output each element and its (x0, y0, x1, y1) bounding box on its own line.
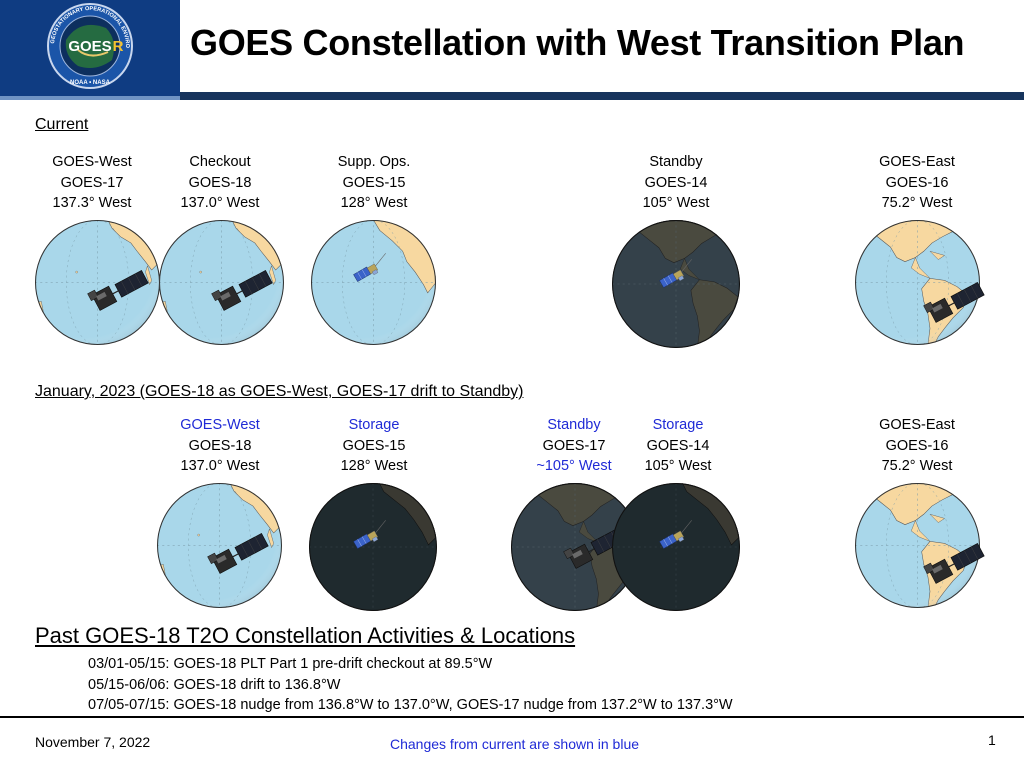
satellite-longitude: 75.2° West (881, 195, 953, 211)
satellite-label-goes-18: Checkout GOES-18 137.0° West (155, 152, 285, 214)
past-activity-item: 05/15-06/06: GOES-18 drift to 136.8°W (88, 676, 341, 693)
satellite-label-goes-17: GOES-West GOES-17 137.3° West (27, 152, 157, 214)
satellite-label-goes-16: GOES-East GOES-16 75.2° West (852, 152, 982, 214)
satellite-name: GOES-18 (188, 174, 252, 191)
header-rule-dark (180, 92, 1024, 100)
satellite-label-goes-17: Standby GOES-17 ~105° West (509, 415, 639, 477)
satellite-goes-r-icon (60, 250, 155, 345)
satellite-name: GOES-14 (646, 437, 710, 454)
past-activity-item: 07/05-07/15: GOES-18 nudge from 136.8°W … (88, 697, 733, 713)
satellite-label-goes-16: GOES-East GOES-16 75.2° West (852, 415, 982, 477)
satellite-role: GOES-East (879, 154, 955, 170)
satellite-label-goes-18: GOES-West GOES-18 137.0° West (155, 415, 285, 477)
satellite-goes-r-icon (184, 250, 279, 345)
satellite-role: GOES-East (879, 417, 955, 433)
satellite-role: Supp. Ops. (337, 154, 411, 170)
satellite-name: GOES-15 (342, 174, 406, 191)
satellite-name: GOES-16 (885, 174, 949, 191)
past-activity-item: 03/01-05/15: GOES-18 PLT Part 1 pre-drif… (88, 656, 493, 672)
satellite-role: Storage (652, 417, 704, 433)
satellite-longitude: ~105° West (536, 458, 612, 474)
satellite-longitude: 137.0° West (180, 195, 260, 211)
satellite-label-goes-14: Standby GOES-14 105° West (611, 152, 741, 214)
satellite-role: Storage (348, 417, 400, 433)
satellite-longitude: 128° West (340, 195, 408, 211)
current-section-label: Current (35, 116, 89, 133)
satellite-name: GOES-16 (885, 437, 949, 454)
satellite-role: Standby (547, 417, 601, 433)
satellite-longitude: 137.3° West (52, 195, 132, 211)
past-activities-list: 03/01-05/15: GOES-18 PLT Part 1 pre-drif… (88, 654, 733, 716)
footer-note: Changes from current are shown in blue (390, 736, 640, 752)
satellite-longitude: 75.2° West (881, 458, 953, 474)
satellite-name: GOES-18 (188, 437, 252, 454)
footer-rule (0, 716, 1024, 718)
satellite-name: GOES-15 (342, 437, 406, 454)
satellite-name: GOES-14 (644, 174, 708, 191)
satellite-goes-np-icon (334, 503, 404, 573)
satellite-label-goes-15: Storage GOES-15 128° West (309, 415, 439, 477)
satellite-goes-r-icon (896, 523, 991, 618)
satellite-name: GOES-17 (542, 437, 606, 454)
satellite-goes-np-icon (334, 236, 404, 306)
page-title: GOES Constellation with West Transition … (190, 22, 965, 63)
satellite-longitude: 105° West (642, 195, 710, 211)
past-activities-title: Past GOES-18 T2O Constellation Activitie… (35, 623, 576, 648)
footer-date: November 7, 2022 (35, 734, 151, 750)
goes-r-logo (0, 0, 180, 100)
satellite-role: GOES-West (52, 154, 132, 170)
satellite-role: GOES-West (180, 417, 260, 433)
satellite-goes-r-icon (180, 513, 275, 608)
satellite-goes-np-icon (640, 242, 710, 312)
satellite-goes-r-icon (896, 262, 991, 357)
satellite-role: Standby (649, 154, 703, 170)
january-section-label: January, 2023 (GOES-18 as GOES-West, GOE… (35, 383, 524, 400)
satellite-longitude: 105° West (644, 458, 712, 474)
satellite-label-goes-14: Storage GOES-14 105° West (613, 415, 743, 477)
satellite-longitude: 128° West (340, 458, 408, 474)
satellite-name: GOES-17 (60, 174, 124, 191)
satellite-label-goes-15: Supp. Ops. GOES-15 128° West (309, 152, 439, 214)
satellite-goes-np-icon (640, 503, 710, 573)
page-number: 1 (988, 732, 996, 748)
satellite-longitude: 137.0° West (180, 458, 260, 474)
satellite-role: Checkout (189, 154, 251, 170)
